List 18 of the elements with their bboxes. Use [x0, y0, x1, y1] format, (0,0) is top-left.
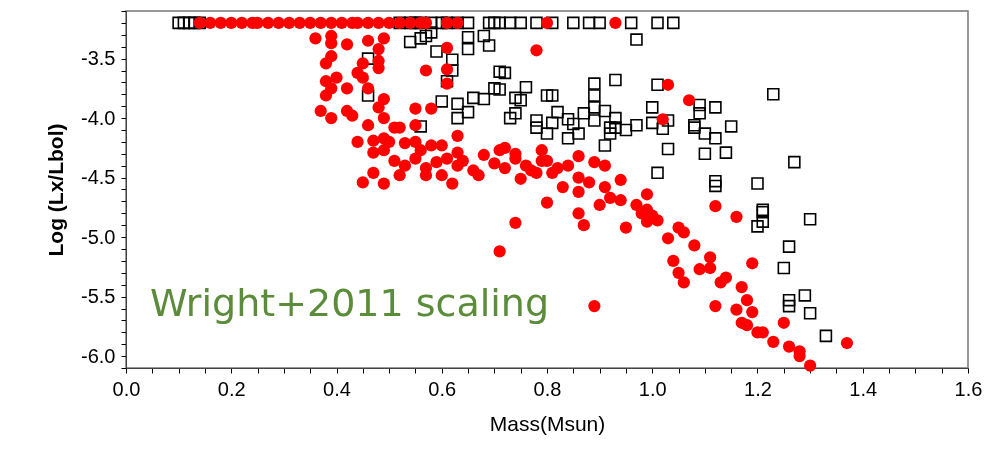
x-tick-label: 0.8	[533, 377, 562, 400]
y-axis-title: Log (Lx/Lbol)	[44, 123, 68, 257]
y-tick-label: -5.5	[81, 285, 116, 308]
x-tick-label: 1.4	[849, 377, 878, 400]
y-tick-label: -6.0	[81, 344, 116, 367]
y-tick-label: -3.5	[81, 47, 116, 70]
x-tick-label: 0.6	[428, 377, 457, 400]
y-tick-label: -5.0	[81, 225, 116, 248]
x-tick-label: 0.4	[323, 377, 351, 400]
annotation: Wright+2011 scaling	[150, 281, 550, 325]
x-tick-label: 0.0	[112, 377, 141, 400]
x-tick-label: 1.6	[954, 377, 983, 400]
x-tick-label: 1.0	[638, 377, 667, 400]
y-tick-label: -4.5	[81, 166, 116, 189]
y-tick-label: -4.0	[81, 106, 116, 129]
x-tick-label: 0.2	[217, 377, 246, 400]
x-tick-label: 1.2	[744, 377, 772, 400]
x-axis-title: Mass(Msun)	[489, 411, 606, 435]
